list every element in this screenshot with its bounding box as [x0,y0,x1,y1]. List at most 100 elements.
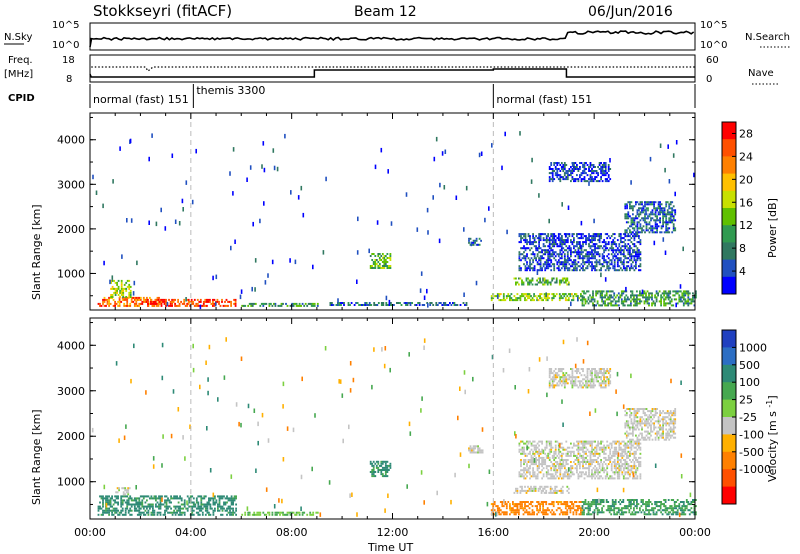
data-cell [544,261,547,264]
data-cell [542,233,545,236]
data-cell [547,245,550,248]
data-cell [557,237,560,240]
data-cell [645,420,648,423]
data-cell [625,422,628,425]
data-cell [548,255,551,258]
data-cell [565,378,568,381]
data-cell [138,296,141,299]
data-cell [633,223,636,226]
data-cell [595,172,598,175]
data-cell [529,440,531,443]
data-cell [518,297,520,300]
data-cell [654,296,656,299]
data-cell [582,251,584,254]
data-cell [562,382,565,385]
data-cell [629,426,631,429]
data-cell [600,272,602,278]
data-cell [523,463,525,466]
data-cell [570,380,572,383]
data-cell [603,249,605,252]
data-cell [564,507,567,510]
data-cell [615,465,618,468]
data-cell [144,509,147,512]
data-cell [559,180,562,183]
data-cell [563,384,566,387]
data-cell [639,456,642,459]
data-cell [618,446,621,449]
data-cell [597,245,599,248]
data-cell [573,267,575,270]
data-cell [654,304,656,307]
data-cell [665,213,668,216]
data-cell [625,300,628,303]
data-cell [557,450,560,453]
data-cell [521,257,524,260]
data-cell [301,302,304,305]
data-cell [371,471,374,473]
data-cell [636,298,638,301]
data-cell [340,304,342,306]
data-cell [554,469,557,472]
data-cell [244,511,247,514]
data-cell [613,255,616,258]
data-cell [562,251,565,254]
data-cell [534,295,537,298]
data-cell [539,450,542,453]
data-cell [580,162,583,164]
data-cell [513,509,516,512]
data-cell [150,513,153,516]
data-cell [624,243,627,246]
data-cell [381,475,384,478]
data-cell [544,251,547,254]
data-cell [102,302,104,305]
data-cell [582,178,584,181]
data-cell [535,477,537,480]
data-cell [629,247,631,250]
data-cell [539,265,542,268]
data-cell [542,277,544,280]
data-cell [601,290,603,293]
data-cell [600,263,602,266]
data-cell [548,452,551,455]
data-cell [550,249,553,252]
data-cell [533,471,536,474]
data-cell [510,511,513,514]
data-cell [612,247,615,250]
data-cell [624,269,627,272]
data-cell [558,295,561,298]
data-cell [595,235,598,238]
data-cell [586,267,589,270]
data-cell [564,277,567,280]
data-cell [129,289,132,292]
data-cell [530,475,533,478]
data-cell [570,382,572,385]
data-cell [553,452,556,455]
data-cell [180,507,183,510]
data-cell [174,219,177,224]
data-cell [574,444,577,447]
data-cell [313,304,316,307]
data-cell [151,133,153,138]
data-cell [524,503,526,506]
data-cell [586,300,588,303]
data-cell [560,380,563,383]
data-cell [598,259,601,262]
data-cell [530,263,533,266]
data-cell [621,237,624,240]
data-cell [597,251,599,254]
data-cell [534,505,537,508]
data-cell [183,513,186,516]
data-cell [543,277,546,280]
data-cell [633,408,636,410]
data-cell [117,509,119,512]
data-cell [548,473,551,476]
data-cell [544,245,547,248]
data-cell [316,511,319,514]
data-cell [572,505,575,508]
data-cell [526,463,528,466]
data-cell [383,267,386,269]
data-cell [634,302,637,305]
data-cell [598,304,600,307]
data-cell [558,293,561,296]
data-cell [612,265,615,268]
